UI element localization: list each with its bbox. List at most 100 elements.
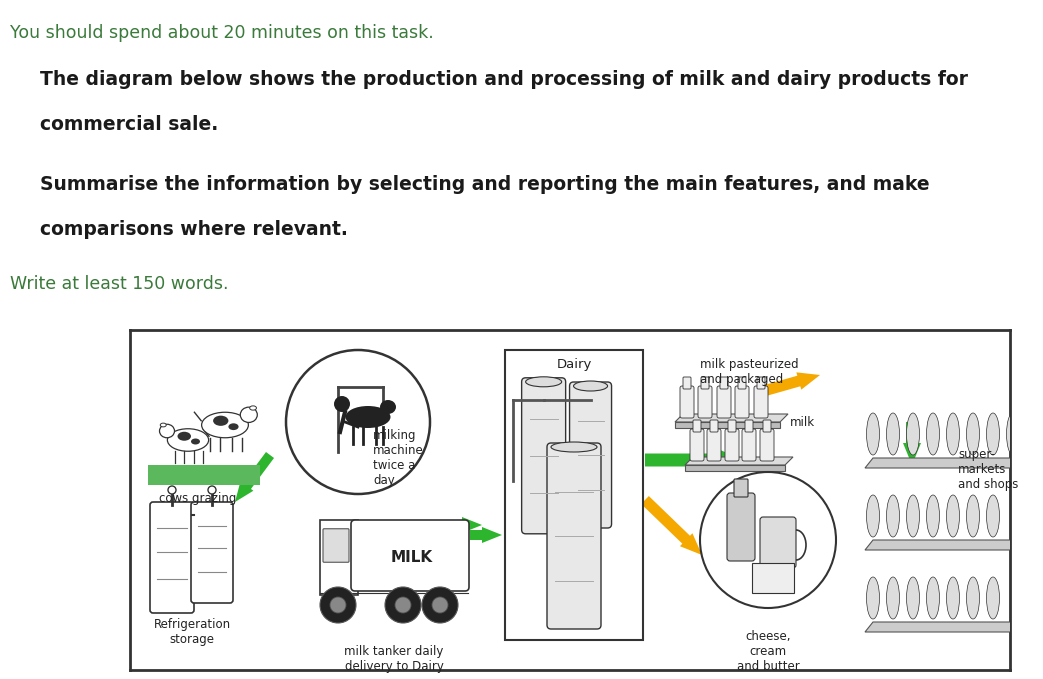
Circle shape (700, 472, 836, 608)
FancyBboxPatch shape (569, 382, 611, 528)
Ellipse shape (201, 412, 248, 438)
Ellipse shape (526, 377, 561, 387)
Ellipse shape (987, 413, 999, 455)
FancyArrow shape (435, 517, 482, 533)
Ellipse shape (946, 577, 960, 619)
FancyBboxPatch shape (745, 420, 753, 432)
Text: commercial sale.: commercial sale. (40, 115, 218, 134)
FancyArrow shape (641, 496, 702, 555)
Circle shape (422, 587, 458, 623)
FancyBboxPatch shape (150, 502, 194, 613)
Circle shape (330, 597, 346, 613)
Text: Refrigeration
storage: Refrigeration storage (153, 618, 231, 646)
Ellipse shape (161, 423, 166, 427)
Text: milk: milk (790, 416, 816, 428)
Ellipse shape (926, 413, 940, 455)
Ellipse shape (906, 577, 920, 619)
Text: The diagram below shows the production and processing of milk and dairy products: The diagram below shows the production a… (40, 70, 968, 89)
Ellipse shape (167, 428, 209, 452)
Text: super-
markets
and shops: super- markets and shops (959, 448, 1018, 491)
FancyArrow shape (645, 450, 745, 470)
FancyBboxPatch shape (680, 386, 694, 418)
Text: comparisons where relevant.: comparisons where relevant. (40, 220, 347, 239)
FancyBboxPatch shape (757, 377, 765, 389)
Ellipse shape (177, 432, 191, 441)
FancyBboxPatch shape (728, 420, 736, 432)
Ellipse shape (249, 406, 257, 410)
FancyBboxPatch shape (717, 386, 731, 418)
FancyBboxPatch shape (547, 443, 601, 629)
Text: Write at least 150 words.: Write at least 150 words. (10, 275, 228, 293)
FancyBboxPatch shape (505, 350, 642, 640)
FancyBboxPatch shape (320, 520, 358, 595)
Text: You should spend about 20 minutes on this task.: You should spend about 20 minutes on thi… (10, 24, 434, 42)
Polygon shape (675, 422, 780, 428)
Ellipse shape (987, 577, 999, 619)
Ellipse shape (926, 577, 940, 619)
Ellipse shape (967, 413, 979, 455)
FancyBboxPatch shape (693, 420, 701, 432)
Polygon shape (148, 465, 260, 485)
Circle shape (385, 587, 421, 623)
Ellipse shape (380, 400, 396, 414)
FancyBboxPatch shape (690, 429, 704, 461)
Circle shape (334, 396, 350, 412)
Ellipse shape (946, 495, 960, 537)
FancyBboxPatch shape (710, 420, 718, 432)
Text: milk pasteurized
and packaged: milk pasteurized and packaged (700, 358, 799, 386)
Ellipse shape (906, 495, 920, 537)
Polygon shape (675, 414, 789, 422)
FancyArrow shape (235, 452, 274, 502)
Ellipse shape (946, 413, 960, 455)
Ellipse shape (867, 413, 879, 455)
Text: cheese,
cream
and butter: cheese, cream and butter (736, 630, 799, 673)
FancyBboxPatch shape (725, 429, 739, 461)
Polygon shape (865, 622, 1028, 632)
Ellipse shape (228, 423, 239, 430)
Ellipse shape (345, 406, 390, 428)
Ellipse shape (240, 407, 258, 422)
Ellipse shape (967, 495, 979, 537)
FancyBboxPatch shape (698, 386, 712, 418)
FancyBboxPatch shape (323, 529, 349, 562)
Ellipse shape (887, 577, 899, 619)
Polygon shape (865, 458, 1028, 468)
FancyBboxPatch shape (735, 386, 749, 418)
FancyBboxPatch shape (760, 429, 774, 461)
Ellipse shape (1006, 413, 1019, 455)
FancyBboxPatch shape (752, 563, 794, 593)
FancyBboxPatch shape (738, 377, 746, 389)
Circle shape (168, 486, 176, 494)
FancyBboxPatch shape (742, 429, 756, 461)
Ellipse shape (926, 495, 940, 537)
FancyBboxPatch shape (727, 493, 755, 561)
Ellipse shape (967, 577, 979, 619)
Text: Summarise the information by selecting and reporting the main features, and make: Summarise the information by selecting a… (40, 175, 929, 194)
FancyBboxPatch shape (760, 517, 796, 568)
Ellipse shape (887, 495, 899, 537)
FancyArrow shape (903, 422, 921, 465)
Ellipse shape (887, 413, 899, 455)
Text: milk tanker daily
delivery to Dairy: milk tanker daily delivery to Dairy (344, 645, 443, 673)
FancyBboxPatch shape (522, 378, 565, 534)
Polygon shape (685, 465, 785, 471)
Text: cows grazing: cows grazing (160, 492, 237, 505)
Ellipse shape (987, 495, 999, 537)
Ellipse shape (160, 424, 174, 438)
Ellipse shape (574, 381, 608, 391)
Circle shape (432, 597, 448, 613)
Polygon shape (865, 540, 1028, 550)
FancyBboxPatch shape (191, 502, 233, 603)
FancyBboxPatch shape (720, 377, 728, 389)
Ellipse shape (867, 577, 879, 619)
FancyBboxPatch shape (763, 420, 771, 432)
Ellipse shape (191, 439, 200, 445)
Ellipse shape (867, 495, 879, 537)
FancyBboxPatch shape (734, 479, 748, 497)
FancyBboxPatch shape (707, 429, 721, 461)
Circle shape (320, 587, 356, 623)
Ellipse shape (906, 413, 920, 455)
FancyBboxPatch shape (701, 377, 709, 389)
Polygon shape (685, 457, 793, 465)
Text: Dairy: Dairy (556, 358, 591, 371)
